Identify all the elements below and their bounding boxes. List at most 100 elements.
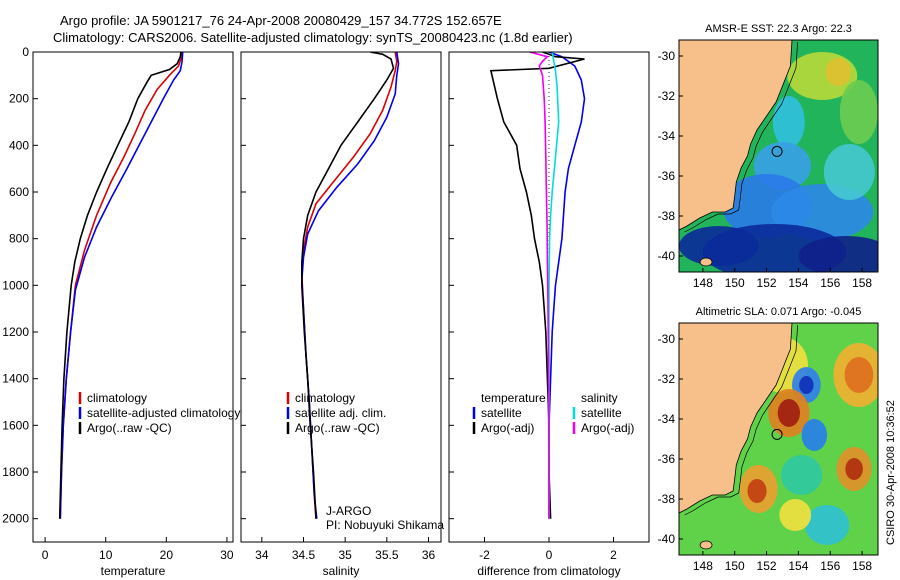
map-xtick-label: 156 — [820, 559, 840, 573]
island — [699, 540, 713, 550]
map-ytick-label: -32 — [658, 89, 676, 103]
salinity-xtick-label: 34.5 — [292, 548, 316, 562]
temperature-line-2 — [58, 52, 182, 519]
salinity-series — [300, 52, 400, 519]
csiro-timestamp: CSIRO 30-Apr-2008 10:36:52 — [885, 400, 897, 545]
map-xtick-label: 154 — [788, 559, 808, 573]
depth-tick-label: 1200 — [2, 325, 29, 339]
temperature-xtick-label: 30 — [220, 548, 234, 562]
temperature-frame — [32, 51, 234, 543]
map-ytick-label: -38 — [658, 209, 676, 223]
sla-feature — [777, 399, 800, 427]
map-ytick-label: -34 — [658, 129, 676, 143]
sla-feature — [747, 479, 767, 503]
argo-position-marker — [771, 428, 783, 440]
temperature-xlabel: temperature — [101, 564, 166, 578]
depth-tick-label: 600 — [9, 185, 29, 199]
map-ytick-label: -36 — [658, 452, 676, 466]
map-xtick-label: 156 — [820, 276, 840, 290]
salinity-legend-label: Argo(..raw -QC) — [295, 421, 380, 435]
shelf-contour — [684, 324, 798, 516]
salinity-xtick-label: 35.5 — [375, 548, 399, 562]
island — [699, 257, 713, 267]
map-xtick-label: 148 — [693, 276, 713, 290]
depth-tick-label: 1600 — [2, 418, 29, 432]
header-line-2: Climatology: CARS2006. Satellite-adjuste… — [53, 30, 573, 45]
salinity-line-2 — [301, 52, 395, 519]
salinity-xtick-label: 34 — [255, 548, 269, 562]
temperature-legend-label: Argo(..raw -QC) — [87, 421, 172, 435]
salinity-xtick-label: 35 — [338, 548, 352, 562]
difference-series — [489, 52, 586, 519]
argo-position-marker — [771, 145, 783, 157]
map-xtick-label: 148 — [693, 559, 713, 573]
map-xtick-label: 158 — [852, 276, 872, 290]
difference-xtick-label: 0 — [546, 548, 553, 562]
difference-xlabel: difference from climatology — [477, 564, 620, 578]
sla-map-field — [679, 323, 878, 555]
temperature-line-1 — [59, 52, 184, 519]
map-ytick-label: -34 — [658, 412, 676, 426]
salinity-legend-label: climatology — [295, 391, 355, 405]
depth-tick-label: 400 — [9, 138, 29, 152]
sla-feature — [804, 505, 850, 545]
credit-text: PI: Nobuyuki Shikama — [326, 518, 444, 532]
map-ytick-label: -40 — [658, 532, 676, 546]
land — [679, 40, 793, 231]
sla-feature — [799, 376, 814, 394]
credit-text: J-ARGO — [326, 504, 371, 518]
sst-map-frame — [678, 39, 879, 273]
diff-legend-label: satellite — [581, 406, 622, 420]
salinity-legend-label: satellite adj. clim. — [295, 406, 386, 420]
diff-legend-label: Argo(-adj) — [481, 421, 534, 435]
temperature-series — [58, 52, 184, 519]
diff-legend-title-temp: temperature — [481, 391, 546, 405]
map-xtick-label: 152 — [757, 276, 777, 290]
header-line-1: Argo profile: JA 5901217_76 24-Apr-2008 … — [60, 13, 502, 28]
difference-line-3 — [529, 52, 550, 519]
difference-line-0 — [548, 52, 586, 519]
map-xtick-label: 150 — [725, 276, 745, 290]
sla-feature — [780, 455, 823, 495]
sst-feature — [823, 144, 875, 200]
depth-tick-label: 800 — [9, 232, 29, 246]
depth-tick-label: 1000 — [2, 278, 29, 292]
difference-line-1 — [489, 52, 585, 519]
difference-xtick-label: -2 — [479, 548, 490, 562]
depth-tick-label: 200 — [9, 92, 29, 106]
sla-feature — [779, 499, 812, 531]
temperature-xtick-label: 10 — [99, 548, 113, 562]
sst-feature — [839, 80, 878, 144]
difference-panel: -2 0 2 difference from climatology temperatu… — [448, 51, 650, 578]
sst-feature — [825, 58, 851, 86]
diff-legend-label: Argo(-adj) — [581, 421, 634, 435]
map-ytick-label: -36 — [658, 169, 676, 183]
map-xtick-label: 152 — [757, 559, 777, 573]
temperature-legend-label: satellite-adjusted climatology — [87, 406, 240, 420]
depth-tick-label: 1400 — [2, 372, 29, 386]
map-ytick-label: -30 — [658, 332, 676, 346]
salinity-xlabel: salinity — [323, 564, 360, 578]
difference-xtick-label: 2 — [610, 548, 617, 562]
salinity-xtick-label: 36 — [422, 548, 436, 562]
temperature-legend-label: climatology — [87, 391, 147, 405]
salinity-panel: 34 34.5 35 35.5 36 salinity climatologysatelli… — [240, 51, 444, 578]
map-xtick-label: 158 — [852, 559, 872, 573]
temperature-line-0 — [59, 52, 183, 519]
sla-map-frame — [678, 322, 879, 556]
sla-feature — [845, 458, 863, 480]
depth-tick-label: 1800 — [2, 465, 29, 479]
salinity-line-0 — [300, 52, 398, 519]
sst-map-field — [679, 40, 878, 272]
diff-legend-title-sal: salinity — [581, 391, 618, 405]
map-xtick-label: 150 — [725, 559, 745, 573]
map-ytick-label: -30 — [658, 49, 676, 63]
sla-feature — [844, 357, 874, 393]
temperature-xtick-label: 0 — [42, 548, 49, 562]
depth-tick-label: 2000 — [2, 512, 29, 526]
map-ytick-label: -38 — [658, 492, 676, 506]
map-ytick-label: -32 — [658, 372, 676, 386]
shelf-contour — [684, 41, 798, 233]
sla-feature — [801, 419, 828, 451]
